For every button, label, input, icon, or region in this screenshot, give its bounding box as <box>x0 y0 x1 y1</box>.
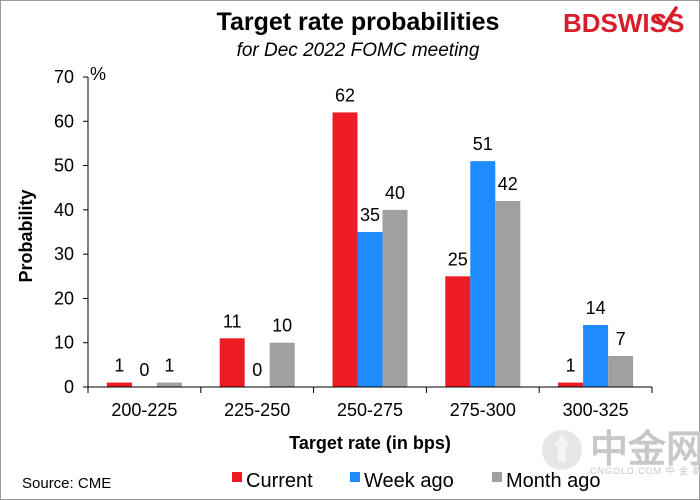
data-label: 51 <box>473 134 493 154</box>
legend: Current Week ago Month ago <box>232 470 601 492</box>
y-tick-label: 40 <box>54 200 74 220</box>
bdswiss-logo: BDSWISS <box>563 6 684 38</box>
chart-subtitle: for Dec 2022 FOMC meeting <box>237 40 480 61</box>
bar-month-ago <box>382 209 408 387</box>
bar-month-ago <box>495 201 521 387</box>
data-label: 1 <box>114 356 124 376</box>
x-axis-label: Target rate (in bps) <box>289 433 451 453</box>
x-axis-ticks: 200-225 225-250 250-275 275-300 300-325 <box>87 387 653 420</box>
legend-label: Month ago <box>506 470 601 492</box>
data-label: 10 <box>272 316 292 336</box>
watermark-subtext: CNGOLD.COM 中 金 新 媒 体 <box>590 465 700 476</box>
y-tick-label: 30 <box>54 244 74 264</box>
legend-label: Current <box>246 470 313 492</box>
y-tick-label: 70 <box>54 67 74 87</box>
bar-month-ago <box>608 356 634 387</box>
bar-current <box>106 382 132 387</box>
data-label: 1 <box>164 356 174 376</box>
x-tick-label: 300-325 <box>563 400 629 420</box>
data-label: 25 <box>448 249 468 269</box>
x-tick-label: 275-300 <box>450 400 516 420</box>
bar-current <box>332 112 358 387</box>
legend-swatch <box>492 472 502 482</box>
logo-check-icon <box>654 6 678 28</box>
chart-title: Target rate probabilities <box>217 8 500 36</box>
y-tick-label: 10 <box>54 333 74 353</box>
data-label: 35 <box>360 205 380 225</box>
legend-swatch <box>232 472 242 482</box>
source-note: Source: CME <box>22 475 111 492</box>
watermark-flame-icon <box>554 434 570 462</box>
bar-current <box>445 276 471 387</box>
data-label: 0 <box>139 360 149 380</box>
y-axis-unit: % <box>90 64 106 84</box>
data-label: 40 <box>385 183 405 203</box>
watermark: 中金网 CNGOLD.COM 中 金 新 媒 体 <box>542 427 700 476</box>
bar-week-ago <box>357 232 383 387</box>
y-tick-label: 50 <box>54 156 74 176</box>
x-tick-label: 225-250 <box>224 400 290 420</box>
legend-label: Week ago <box>364 470 454 492</box>
bar-week-ago <box>470 161 496 387</box>
data-label: 0 <box>252 360 262 380</box>
data-label: 7 <box>616 329 626 349</box>
y-tick-label: 20 <box>54 288 74 308</box>
data-label: 62 <box>335 85 355 105</box>
bar-week-ago <box>583 325 609 387</box>
x-tick-label: 250-275 <box>337 400 403 420</box>
data-label: 14 <box>586 298 606 318</box>
legend-swatch <box>350 472 360 482</box>
watermark-text: 中金网 <box>590 427 700 471</box>
bar-current <box>558 382 584 387</box>
data-label: 11 <box>223 311 242 331</box>
bar-month-ago <box>269 342 295 387</box>
bar-month-ago <box>156 382 182 387</box>
data-label: 1 <box>566 356 576 376</box>
bar-current <box>219 338 245 387</box>
y-axis-ticks: 0 10 20 30 40 50 60 70 <box>54 67 88 397</box>
y-tick-label: 0 <box>64 377 74 397</box>
y-axis-label: Probability <box>16 189 36 282</box>
x-tick-label: 200-225 <box>111 400 177 420</box>
y-tick-label: 60 <box>54 111 74 131</box>
data-label: 42 <box>498 174 518 194</box>
bars <box>106 112 634 387</box>
